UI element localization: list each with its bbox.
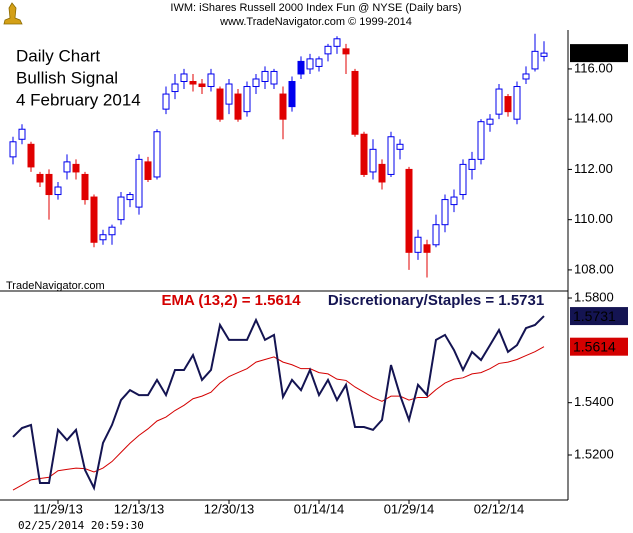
candle-body	[387, 136, 395, 175]
candle-body	[171, 83, 179, 93]
candle-body	[468, 158, 476, 170]
candle-body	[477, 121, 485, 160]
y-tick-label: 1.5800	[574, 289, 614, 304]
candle-body	[108, 226, 116, 236]
value-label: 1.5731	[573, 308, 616, 324]
subtitle: www.TradeNavigator.com © 1999-2014	[219, 16, 412, 28]
candle-body	[504, 96, 512, 113]
title: IWM: iShares Russell 2000 Index Fun @ NY…	[170, 2, 461, 14]
candle-body	[333, 38, 341, 47]
candle-body	[180, 73, 188, 82]
candle-body	[9, 141, 17, 158]
candle-body	[234, 93, 242, 120]
annotation: 4 February 2014	[16, 90, 141, 109]
candle-body	[288, 80, 296, 108]
candle-body	[252, 78, 260, 88]
x-tick-label: 12/13/13	[114, 501, 165, 516]
logo	[3, 2, 23, 25]
candle-body	[378, 163, 386, 183]
timestamp: 02/25/2014 20:59:30	[18, 519, 144, 532]
candle-body	[45, 173, 53, 196]
candle-body	[117, 196, 125, 221]
candle-body	[90, 196, 98, 243]
candle-body	[540, 52, 548, 57]
candle-body	[225, 83, 233, 105]
candle-body	[324, 45, 332, 55]
candle-body	[522, 73, 530, 80]
candle-body	[18, 128, 26, 140]
candle-body	[432, 224, 440, 246]
line-series	[12, 315, 545, 492]
candle-body	[72, 163, 80, 173]
x-tick-label: 01/14/14	[294, 501, 345, 516]
y-tick-label: 1.5200	[574, 446, 614, 461]
y-tick-label: 116.00	[574, 60, 613, 75]
candle-body	[54, 186, 62, 196]
value-label-box	[570, 307, 628, 326]
annotation: Daily Chart	[16, 46, 100, 65]
candle-body	[243, 86, 251, 113]
x-tick-label: 11/29/13	[33, 501, 83, 516]
candle-body	[279, 93, 287, 120]
x-tick-label: 01/29/14	[384, 501, 435, 516]
candle-body	[459, 163, 467, 196]
candle-body	[81, 173, 89, 201]
watermark: TradeNavigator.com	[6, 280, 105, 292]
value-label-box	[570, 337, 628, 356]
candle-body	[486, 118, 494, 125]
candle-body	[414, 236, 422, 253]
candle-body	[405, 168, 413, 253]
y-tick-label: 112.00	[574, 161, 613, 176]
candle-body	[135, 158, 143, 208]
candle-body	[153, 131, 161, 178]
candle-body	[162, 93, 170, 110]
candle-body	[396, 143, 404, 150]
legend-entry: EMA (13,2) = 1.5614	[161, 292, 301, 309]
candle-body	[63, 161, 71, 173]
candle-body	[531, 50, 539, 70]
x-tick-label: 12/30/13	[204, 501, 255, 516]
value-label: 1.5614	[573, 338, 616, 354]
candle-body	[261, 70, 269, 82]
candle-body	[306, 58, 314, 70]
y-tick-label: 1.5400	[574, 394, 614, 409]
annotation: Bullish Signal	[16, 68, 118, 87]
candle-body	[315, 58, 323, 67]
candle-body	[360, 133, 368, 175]
candle-body	[297, 60, 305, 75]
candle-body	[27, 143, 35, 168]
candle-body	[513, 86, 521, 120]
candle-body	[207, 73, 215, 88]
candle-body	[126, 194, 134, 201]
candle-body	[270, 70, 278, 85]
y-tick-label: 114.00	[574, 111, 613, 126]
legend-entry: Discretionary/Staples = 1.5731	[328, 292, 544, 309]
candle-body	[495, 88, 503, 115]
candle-body	[342, 48, 350, 55]
candle-body	[423, 244, 431, 253]
value-label-box	[570, 44, 628, 63]
candle-body	[216, 88, 224, 120]
y-tick-label: 108.00	[574, 261, 614, 276]
y-tick-label: 110.00	[574, 211, 613, 226]
candle-body	[189, 80, 197, 85]
candle-body	[36, 173, 44, 183]
candle-body	[441, 199, 449, 226]
candle-body	[144, 161, 152, 180]
candle-body	[198, 83, 206, 88]
x-tick-label: 02/12/14	[474, 501, 525, 516]
candle-body	[351, 70, 359, 135]
value-label: 116.63	[573, 45, 615, 61]
candle-body	[369, 148, 377, 173]
candle-body	[450, 196, 458, 206]
candle-body	[99, 234, 107, 241]
